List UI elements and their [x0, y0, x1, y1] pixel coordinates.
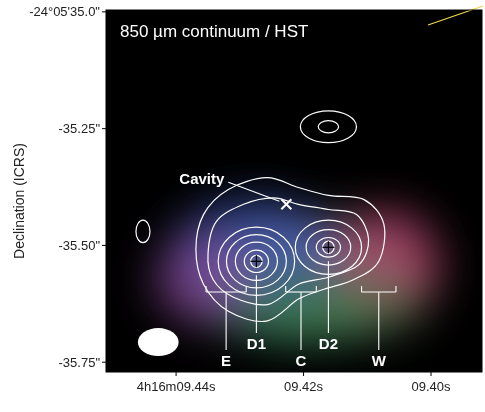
bracket-stem [226, 292, 227, 350]
contour [208, 198, 369, 305]
contour-ring [235, 242, 277, 280]
x-tick-label: 09.42s [284, 379, 324, 394]
region-bracket [286, 286, 317, 350]
pointer-line [428, 6, 483, 25]
bracket-end [206, 286, 207, 292]
y-tick [102, 245, 106, 246]
peak-marker [250, 255, 262, 267]
contour-ring [323, 241, 334, 253]
plot-area [136, 111, 440, 356]
figure: Cavity E C W D1 D2 850 µm continuum / HST -24°0… [0, 0, 485, 412]
hst-image [155, 200, 440, 342]
x-tick-label: 4h16m09.44s [137, 379, 216, 394]
bracket-end [246, 286, 247, 292]
y-tick-label: -35.50" [59, 238, 101, 253]
peak-leader [256, 275, 257, 333]
bracket-end [316, 286, 317, 292]
region-bracket [362, 286, 396, 350]
y-tick-label: -35.75" [59, 355, 101, 370]
contour-ring [244, 250, 268, 272]
region-label: W [372, 352, 387, 369]
bracket-end [395, 286, 396, 292]
contour-ring [316, 237, 340, 257]
x-tick-label: 09.40s [411, 379, 451, 394]
frame [106, 10, 482, 372]
region-label: E [221, 352, 231, 369]
bracket-end [361, 286, 362, 292]
peak-cross [328, 241, 329, 253]
contour-ring [251, 255, 262, 267]
x-tick [303, 372, 304, 376]
x-tick [176, 372, 177, 376]
y-tick-label: -35.25" [59, 121, 101, 136]
beam [138, 328, 179, 356]
cavity-cross [281, 199, 291, 209]
image-background [106, 10, 482, 372]
y-tick [102, 362, 106, 363]
contour-ring [318, 121, 338, 133]
y-tick [102, 11, 106, 12]
peak-cross [256, 255, 257, 267]
bracket-end [285, 286, 286, 292]
contour-ring [300, 111, 356, 143]
y-tick-label: -24°05'35.0" [29, 4, 100, 19]
cavity-leader [228, 182, 279, 201]
peak-label: D1 [247, 335, 266, 352]
cavity-cross [281, 199, 291, 209]
cavity-label: Cavity [179, 170, 225, 187]
bracket-stem [378, 292, 379, 350]
contour [196, 178, 385, 322]
contour-ring [306, 230, 351, 265]
region-bracket [206, 286, 246, 350]
annotations: Cavity E C W D1 D2 [179, 170, 396, 369]
bracket-stem [300, 292, 301, 350]
cavity-marker [281, 199, 291, 209]
contour-ring [136, 220, 150, 242]
region-label: C [296, 352, 307, 369]
peak-marker [322, 241, 334, 253]
hst-emission [250, 210, 330, 270]
y-axis-title: Declination (ICRS) [11, 143, 27, 259]
x-tick [431, 372, 432, 376]
title: 850 µm continuum / HST [120, 22, 308, 41]
peak-leader [328, 261, 329, 333]
peak-label: D2 [319, 335, 338, 352]
contours [136, 111, 385, 322]
y-tick [102, 128, 106, 129]
